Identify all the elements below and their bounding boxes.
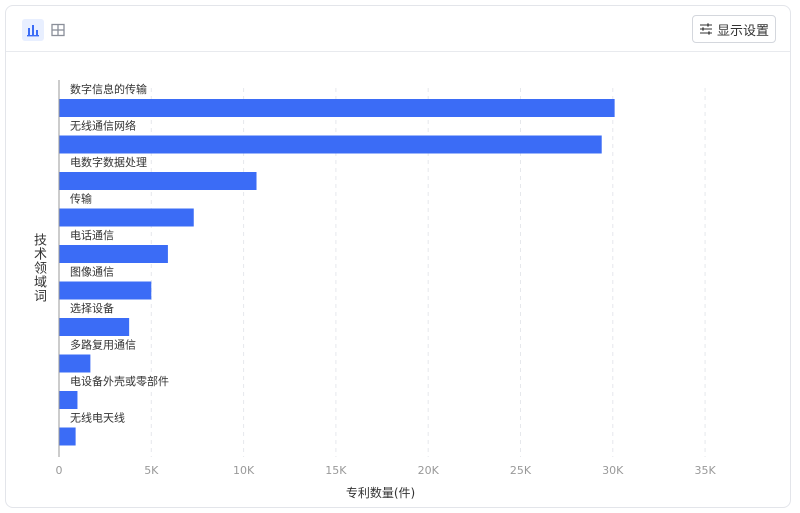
- category-label: 多路复用通信: [70, 338, 136, 352]
- bar[interactable]: [59, 135, 602, 154]
- bar[interactable]: [59, 172, 257, 190]
- bar[interactable]: [59, 391, 78, 409]
- category-label-layer: 数字信息的传输无线通信网络电数字数据处理传输电话通信图像通信选择设备多路复用通信…: [70, 82, 169, 425]
- x-tick-label: 25K: [510, 464, 532, 477]
- x-tick-label: 35K: [694, 464, 716, 477]
- bar[interactable]: [59, 318, 130, 336]
- display-settings-button[interactable]: 显示设置: [691, 15, 776, 43]
- bar[interactable]: [59, 245, 168, 263]
- x-tick-label: 10K: [233, 464, 255, 477]
- chart-toolbar: 显示设置: [6, 6, 790, 52]
- bar[interactable]: [59, 208, 194, 227]
- x-tick-layer: 0 5K 10K 15K 20K 25K 30K 35K: [56, 464, 717, 477]
- category-label: 图像通信: [70, 266, 114, 279]
- x-tick-label: 0: [56, 464, 63, 477]
- x-tick-label: 15K: [325, 464, 347, 477]
- x-axis-title: 专利数量(件): [346, 485, 415, 500]
- chart-area: 技术领域词 数字信息的传输 无线通信网络 电数字数据处理 传输电话通信图像通信选择设备…: [6, 53, 792, 508]
- category-label: 数字信息的传输: [70, 82, 147, 96]
- category-label: 选择设备: [70, 301, 114, 315]
- bar-chart-icon: [27, 25, 39, 37]
- bar-chart-view-button[interactable]: [22, 19, 44, 41]
- bar[interactable]: [59, 427, 76, 446]
- table-icon: [51, 23, 65, 37]
- sliders-icon: [699, 23, 712, 35]
- category-label: 无线通信网络: [70, 119, 136, 133]
- grid-layer: [150, 88, 706, 457]
- bar[interactable]: [59, 281, 152, 300]
- bar[interactable]: [59, 354, 91, 373]
- category-label: 无线电天线: [70, 411, 125, 425]
- category-label: 电设备外壳或零部件: [70, 374, 169, 388]
- chart-card: 显示设置 技术领域词 数字信息的传输 无线通信网络 电数字数据处理 传输电话通信图像通…: [5, 5, 791, 508]
- table-view-button[interactable]: [47, 19, 69, 41]
- y-axis-title: 技术领域词: [31, 233, 46, 303]
- bar-layer: [59, 99, 615, 446]
- x-tick-label: 5K: [144, 464, 159, 477]
- x-tick-label: 20K: [418, 464, 440, 477]
- category-label: 电数字数据处理: [70, 155, 147, 169]
- category-label: 传输: [70, 192, 92, 206]
- display-settings-label: 显示设置: [716, 23, 769, 39]
- bar[interactable]: [59, 99, 615, 117]
- category-label: 电话通信: [70, 229, 114, 242]
- x-tick-label: 30K: [602, 464, 624, 477]
- bar-chart: 数字信息的传输无线通信网络电数字数据处理传输电话通信图像通信选择设备多路复用通信…: [56, 80, 717, 500]
